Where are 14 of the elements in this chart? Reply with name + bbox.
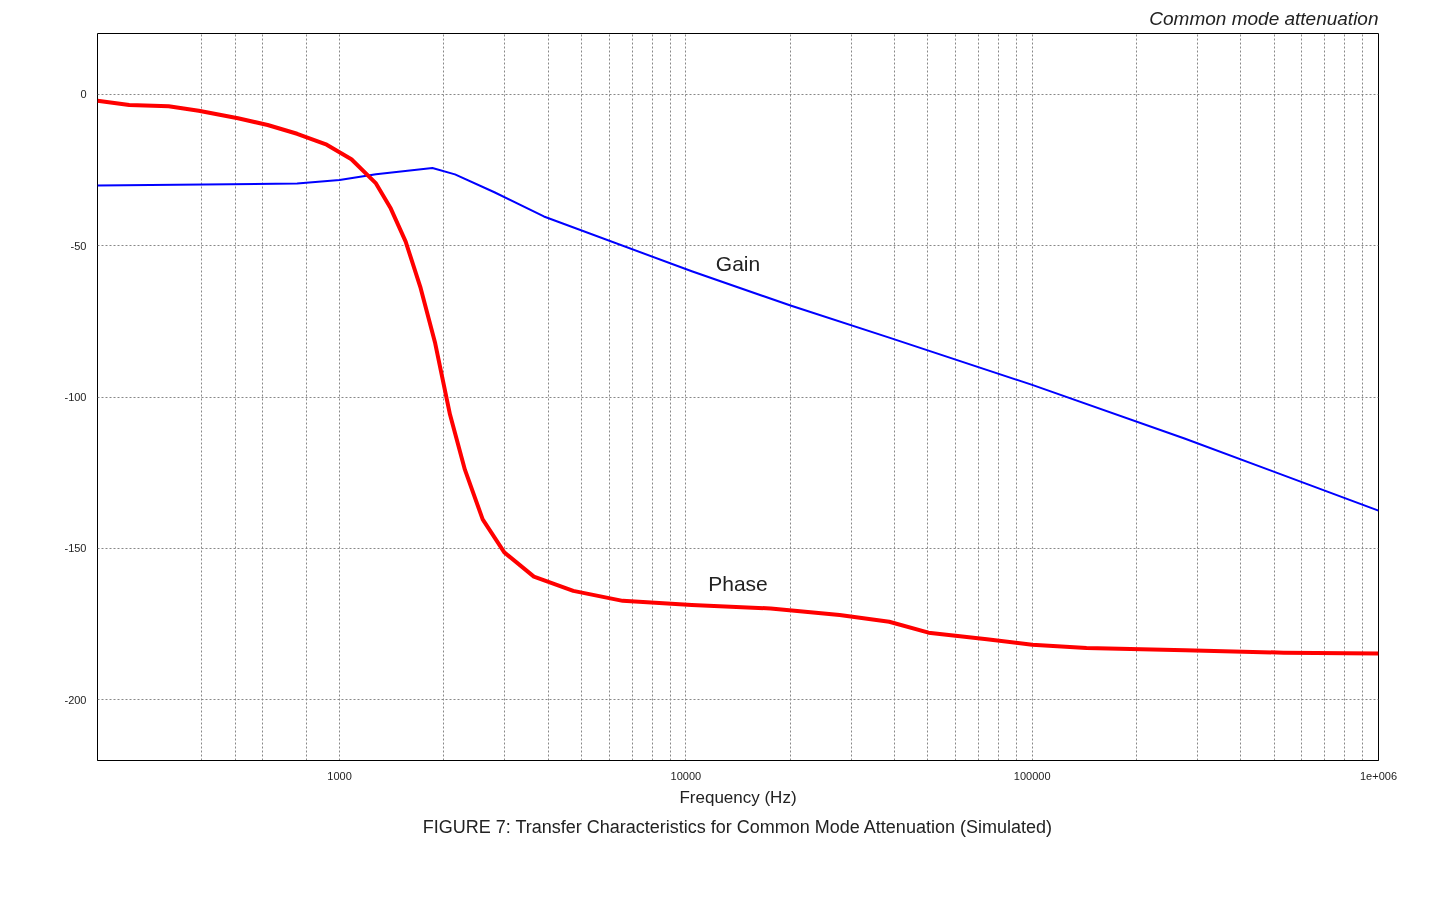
series-label: Gain bbox=[715, 252, 761, 276]
x-tick-label: 10000 bbox=[670, 769, 702, 782]
y-tick-label: 0 bbox=[80, 88, 87, 101]
x-tick-label: 100000 bbox=[1013, 769, 1051, 782]
x-tick-label: 1e+006 bbox=[1359, 769, 1398, 782]
y-tick-label: -50 bbox=[70, 239, 87, 252]
series-label: Phase bbox=[708, 572, 768, 596]
y-tick-label: -200 bbox=[64, 693, 87, 706]
y-tick-label: -100 bbox=[64, 391, 87, 403]
chart-title: Common mode attenuation bbox=[1149, 7, 1379, 29]
x-tick-label: 1000 bbox=[327, 769, 352, 782]
x-axis-title: Frequency (Hz) bbox=[679, 787, 797, 807]
y-tick-label: -150 bbox=[64, 542, 87, 555]
caption: FIGURE 7: Transfer Characteristics for Common Mode Attenuation (Simulated) bbox=[422, 816, 1052, 837]
